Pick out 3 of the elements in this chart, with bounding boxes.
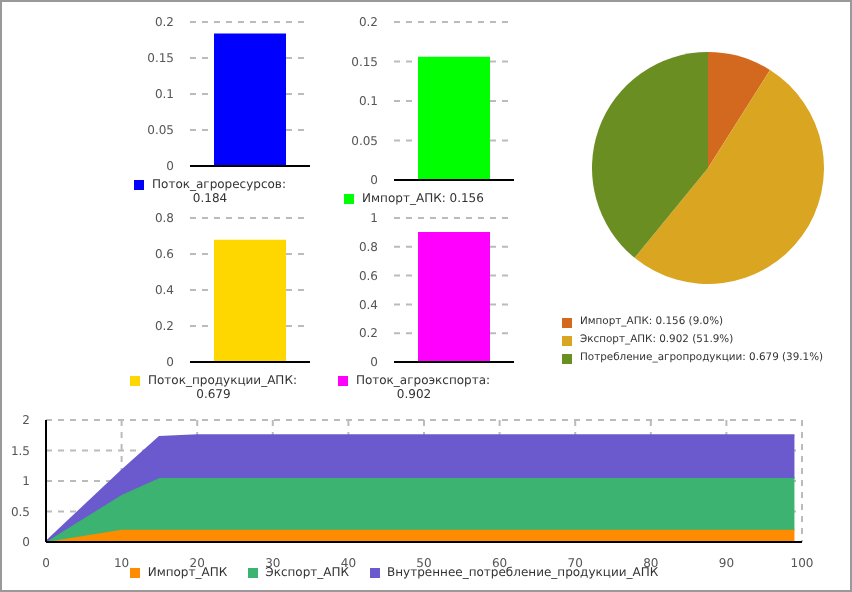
pie-slice — [708, 52, 771, 168]
pie-slice — [634, 69, 824, 284]
pie-slice — [592, 52, 708, 258]
